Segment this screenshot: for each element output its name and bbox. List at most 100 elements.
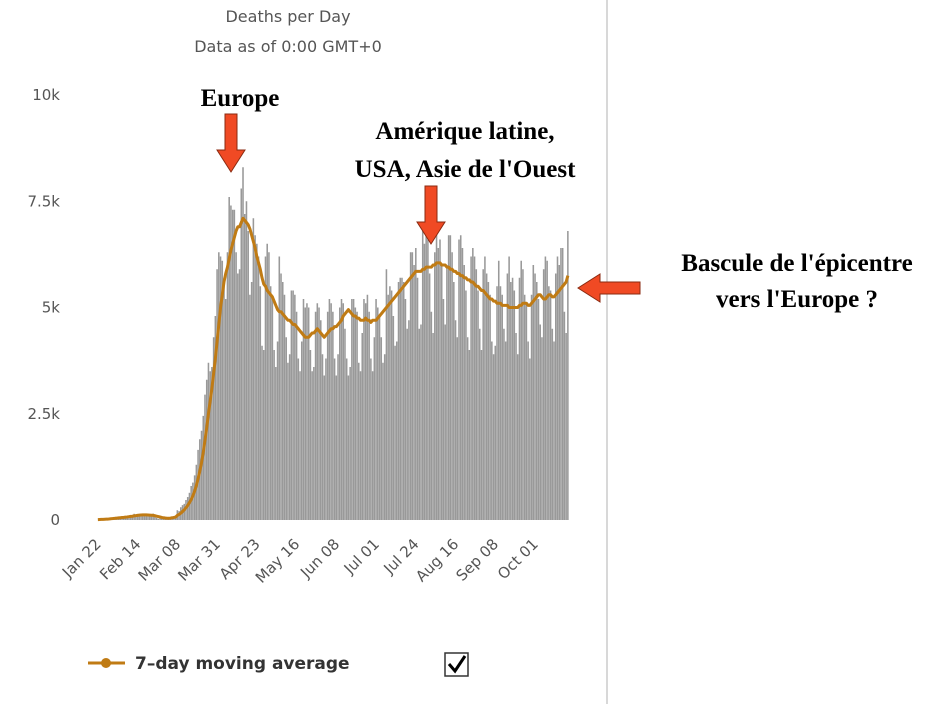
bar (392, 316, 395, 520)
bar (297, 358, 300, 520)
x-tick-label: Jul 01 (340, 535, 383, 578)
bar (529, 358, 531, 520)
y-tick-label: 2.5k (27, 405, 60, 423)
bar (288, 354, 291, 520)
arrow (416, 185, 446, 245)
bar (199, 439, 201, 520)
bar (333, 358, 336, 520)
bar (249, 294, 251, 520)
bar (314, 311, 317, 520)
bar (385, 269, 388, 520)
bar (408, 320, 410, 520)
bar (458, 239, 460, 520)
bar (316, 303, 319, 520)
bar (449, 235, 452, 520)
bar (352, 299, 355, 520)
bar (508, 256, 510, 520)
bar (516, 354, 519, 520)
x-tick-label: Mar 31 (174, 535, 224, 585)
bar (415, 248, 417, 520)
bar (432, 333, 434, 520)
bar (250, 282, 253, 520)
bar (475, 269, 478, 520)
bar (537, 299, 540, 520)
bar (281, 282, 284, 520)
bar (235, 252, 237, 520)
bar (283, 294, 286, 520)
annotation: Amérique latine, (375, 118, 554, 145)
bar (226, 252, 229, 520)
bar (150, 515, 153, 520)
bar (259, 286, 262, 520)
bar (563, 311, 566, 520)
bar (138, 513, 141, 520)
bar (477, 290, 479, 520)
chart-subtitle: Data as of 0:00 GMT+0 (194, 37, 382, 56)
bar (240, 188, 243, 520)
bar (364, 303, 367, 520)
bar (390, 290, 393, 520)
bar (434, 252, 436, 520)
bar (221, 260, 224, 520)
bar (257, 256, 260, 520)
bar (447, 235, 450, 520)
bar (416, 277, 419, 520)
bar (439, 239, 441, 520)
bar (356, 311, 358, 520)
bar (565, 333, 567, 520)
bar (487, 282, 490, 520)
bar (542, 269, 545, 520)
bar (454, 320, 457, 520)
annotation: USA, Asie de l'Ouest (355, 156, 577, 183)
bar (237, 273, 239, 520)
bar (155, 517, 158, 520)
bar (527, 341, 529, 520)
bar (361, 333, 364, 520)
annotation: Bascule de l'épicentre (681, 250, 912, 277)
bar (470, 256, 472, 520)
bar (382, 362, 384, 520)
bar (197, 449, 199, 520)
bar (444, 324, 446, 520)
bar (399, 277, 402, 520)
bar (142, 515, 144, 520)
bar (553, 341, 555, 520)
bar (546, 260, 548, 520)
bar (295, 311, 298, 520)
bar (294, 294, 296, 520)
bar (499, 286, 502, 520)
bar (456, 337, 459, 520)
bar (328, 299, 331, 520)
bar (473, 256, 476, 520)
bar (147, 514, 149, 520)
bar (489, 294, 491, 520)
bar (368, 311, 370, 520)
bar (231, 209, 234, 520)
y-tick-label: 5k (42, 299, 61, 317)
bar (373, 337, 376, 520)
checkmark[interactable] (447, 655, 467, 674)
bar (347, 375, 350, 520)
y-tick-label: 7.5k (27, 192, 60, 210)
bar (321, 354, 324, 520)
bar (280, 273, 282, 520)
bar (140, 515, 142, 520)
bar (290, 290, 293, 520)
y-tick-label: 10k (32, 86, 60, 104)
bar (522, 269, 524, 520)
bar (200, 430, 203, 520)
bar (276, 341, 279, 520)
bar (451, 252, 453, 520)
x-tick-label: Feb 14 (96, 535, 144, 583)
bar (358, 362, 360, 520)
bar (135, 514, 137, 520)
bar (387, 294, 389, 520)
bar (363, 299, 365, 520)
bar (404, 299, 407, 520)
bar (242, 167, 244, 520)
bar (567, 231, 569, 520)
bar (558, 265, 561, 520)
bar (394, 345, 396, 520)
chart-title: Deaths per Day (225, 7, 350, 26)
bar (332, 311, 334, 520)
